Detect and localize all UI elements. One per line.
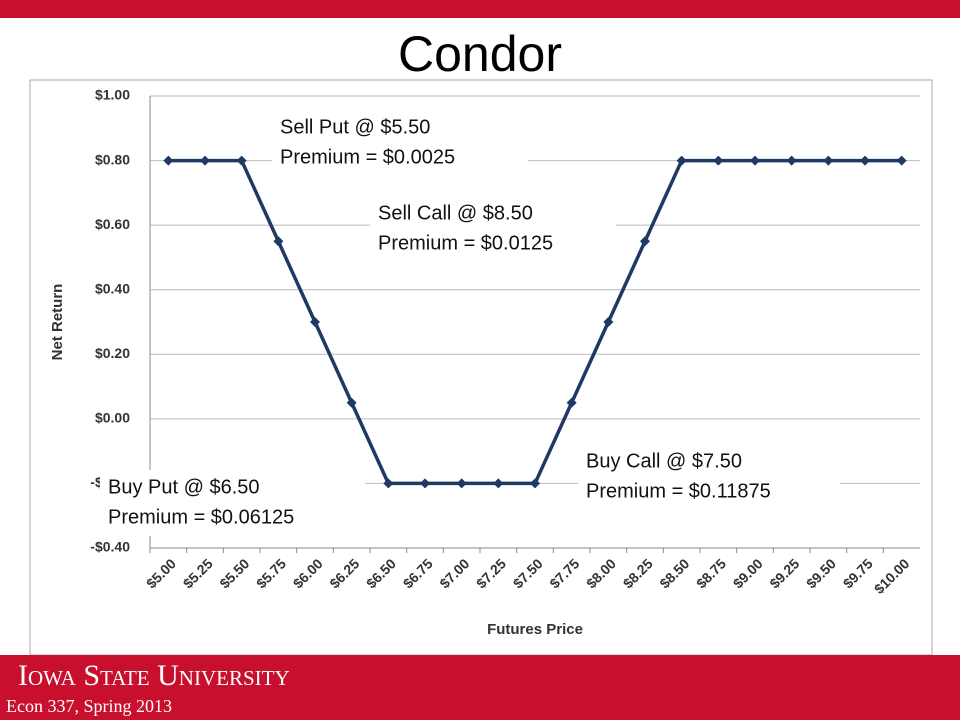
top-bar	[0, 0, 960, 18]
point	[200, 155, 210, 166]
slide-title: Condor	[398, 26, 562, 82]
annotation: Premium = $0.06125	[108, 506, 294, 528]
point	[493, 478, 504, 489]
annotation-box	[370, 196, 616, 262]
point	[896, 155, 907, 166]
annotation: Sell Put @ $5.50	[280, 116, 430, 138]
point	[420, 478, 430, 489]
point	[346, 397, 357, 408]
y-tick-label: $0.80	[95, 151, 130, 167]
annotation: Sell Call @ $8.50	[378, 202, 533, 224]
point	[310, 317, 320, 327]
point	[823, 155, 834, 166]
y-tick-label: $1.00	[95, 87, 130, 103]
plot: -$0.40-$0.20$0.00$0.20$0.40$0.60$0.80$1.…	[49, 87, 920, 638]
annotation: Buy Call @ $7.50	[586, 450, 742, 472]
y-tick-label: $0.20	[95, 345, 130, 361]
point	[383, 478, 394, 489]
point	[860, 155, 870, 166]
point	[676, 155, 687, 166]
annotation-box	[272, 110, 528, 176]
point	[750, 155, 760, 166]
point	[640, 236, 650, 247]
y-tick-label: $0.40	[95, 280, 130, 296]
annotation: Buy Put @ $6.50	[108, 476, 260, 498]
annotation: Premium = $0.0025	[280, 146, 455, 168]
y-tick-label: $0.60	[95, 216, 130, 232]
y-tick-label: -$0.40	[90, 539, 130, 555]
university: Iowa State University	[18, 659, 290, 692]
y-axis-title: Net Return	[49, 284, 66, 361]
x-axis-title: Futures Price	[487, 621, 583, 638]
point	[163, 155, 174, 166]
point	[566, 397, 577, 408]
course: Econ 337, Spring 2013	[6, 696, 172, 716]
point	[273, 236, 284, 247]
annotation-box	[578, 444, 840, 510]
annotation-box	[100, 470, 365, 536]
annotation: Premium = $0.11875	[586, 480, 771, 502]
y-tick-label: $0.00	[95, 410, 130, 426]
footer-bar	[0, 655, 960, 720]
point	[456, 478, 467, 489]
point	[713, 155, 724, 166]
point	[236, 155, 247, 166]
point	[603, 317, 614, 327]
point	[530, 478, 540, 489]
point	[786, 155, 797, 166]
annotation: Premium = $0.0125	[378, 232, 553, 254]
